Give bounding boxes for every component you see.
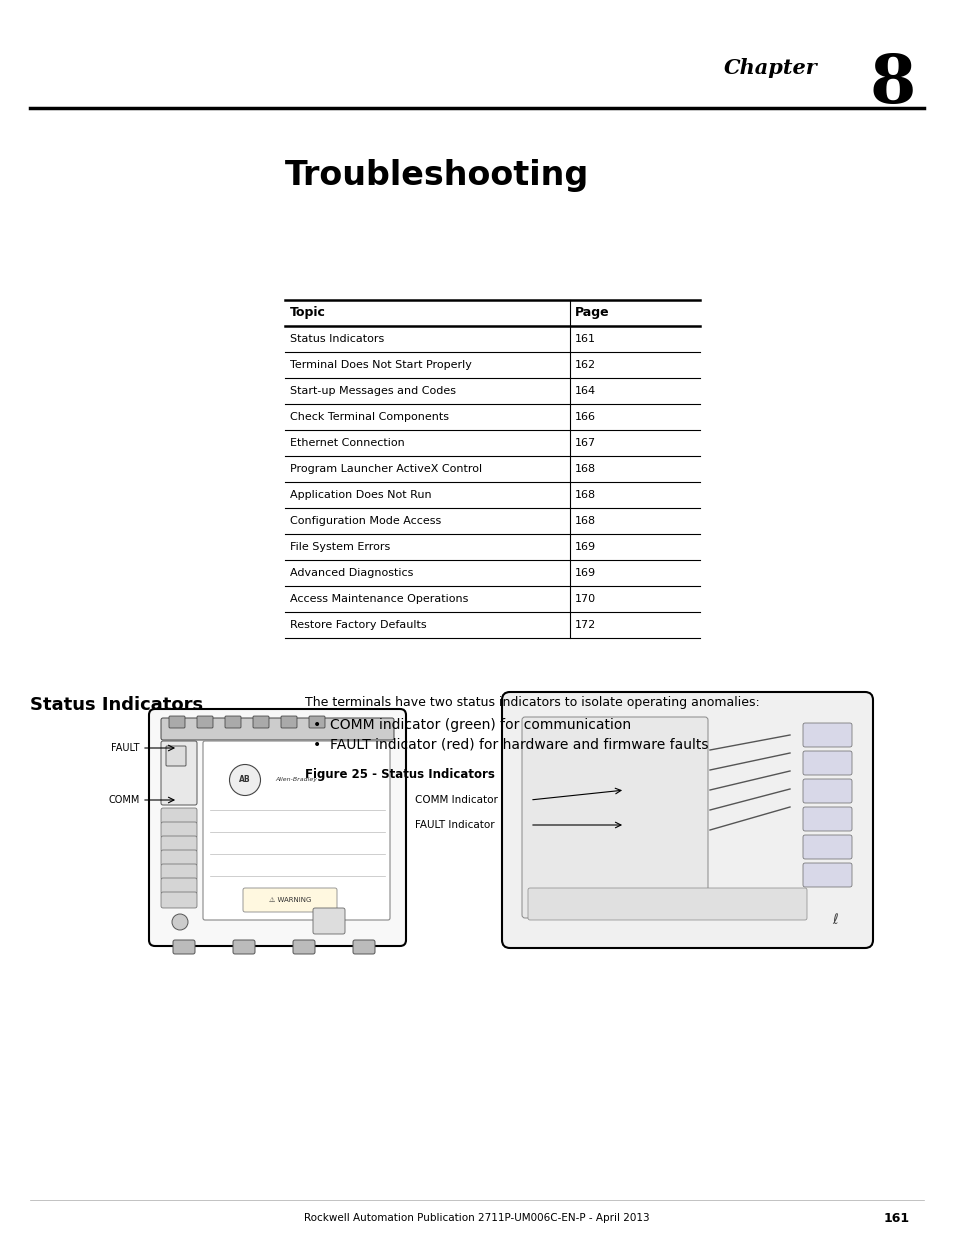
Text: 162: 162 (575, 359, 596, 370)
FancyBboxPatch shape (161, 808, 196, 824)
FancyBboxPatch shape (161, 878, 196, 894)
Text: Figure 25 - Status Indicators: Figure 25 - Status Indicators (305, 768, 495, 781)
Text: Troubleshooting: Troubleshooting (285, 158, 589, 191)
Text: Topic: Topic (290, 306, 326, 320)
Text: The terminals have two status indicators to isolate operating anomalies:: The terminals have two status indicators… (305, 697, 759, 709)
Text: Advanced Diagnostics: Advanced Diagnostics (290, 568, 413, 578)
FancyBboxPatch shape (313, 908, 345, 934)
Text: Check Terminal Components: Check Terminal Components (290, 412, 449, 422)
Text: Allen-Bradley: Allen-Bradley (274, 778, 316, 783)
FancyBboxPatch shape (293, 940, 314, 953)
FancyBboxPatch shape (521, 718, 707, 918)
FancyBboxPatch shape (149, 709, 406, 946)
FancyBboxPatch shape (161, 850, 196, 866)
FancyBboxPatch shape (161, 836, 196, 852)
FancyBboxPatch shape (501, 692, 872, 948)
Text: 164: 164 (575, 387, 596, 396)
FancyBboxPatch shape (253, 716, 269, 727)
FancyBboxPatch shape (203, 741, 390, 920)
FancyBboxPatch shape (243, 888, 336, 911)
Text: Status Indicators: Status Indicators (290, 333, 384, 345)
Text: •  FAULT indicator (red) for hardware and firmware faults: • FAULT indicator (red) for hardware and… (313, 739, 708, 752)
FancyBboxPatch shape (802, 722, 851, 747)
Text: Start-up Messages and Codes: Start-up Messages and Codes (290, 387, 456, 396)
Circle shape (172, 914, 188, 930)
Text: Chapter: Chapter (723, 58, 817, 78)
Text: Application Does Not Run: Application Does Not Run (290, 490, 431, 500)
Text: Restore Factory Defaults: Restore Factory Defaults (290, 620, 426, 630)
Text: 161: 161 (882, 1212, 909, 1224)
FancyBboxPatch shape (802, 806, 851, 831)
Circle shape (230, 764, 260, 795)
Text: FAULT: FAULT (112, 743, 140, 753)
FancyBboxPatch shape (161, 718, 394, 740)
FancyBboxPatch shape (281, 716, 296, 727)
Text: 172: 172 (575, 620, 596, 630)
FancyBboxPatch shape (161, 741, 196, 805)
FancyBboxPatch shape (233, 940, 254, 953)
FancyBboxPatch shape (166, 746, 186, 766)
Text: •  COMM indicator (green) for communication: • COMM indicator (green) for communicati… (313, 718, 631, 732)
Text: 161: 161 (575, 333, 596, 345)
FancyBboxPatch shape (161, 864, 196, 881)
Text: Ethernet Connection: Ethernet Connection (290, 438, 404, 448)
Text: ⚠ WARNING: ⚠ WARNING (269, 897, 311, 903)
FancyBboxPatch shape (172, 940, 194, 953)
FancyBboxPatch shape (161, 892, 196, 908)
Text: 8: 8 (869, 52, 915, 117)
Text: Configuration Mode Access: Configuration Mode Access (290, 516, 441, 526)
Text: File System Errors: File System Errors (290, 542, 390, 552)
Text: 168: 168 (575, 490, 596, 500)
Text: COMM: COMM (109, 795, 140, 805)
FancyBboxPatch shape (802, 863, 851, 887)
Text: COMM Indicator: COMM Indicator (415, 795, 497, 805)
FancyBboxPatch shape (196, 716, 213, 727)
Text: AB: AB (239, 776, 251, 784)
Text: Program Launcher ActiveX Control: Program Launcher ActiveX Control (290, 464, 481, 474)
FancyBboxPatch shape (161, 823, 196, 839)
Text: Rockwell Automation Publication 2711P-UM006C-EN-P - April 2013: Rockwell Automation Publication 2711P-UM… (304, 1213, 649, 1223)
FancyBboxPatch shape (802, 835, 851, 860)
Text: Status Indicators: Status Indicators (30, 697, 203, 714)
FancyBboxPatch shape (225, 716, 241, 727)
Text: Access Maintenance Operations: Access Maintenance Operations (290, 594, 468, 604)
Text: 169: 169 (575, 542, 596, 552)
FancyBboxPatch shape (169, 716, 185, 727)
Text: 169: 169 (575, 568, 596, 578)
FancyBboxPatch shape (527, 888, 806, 920)
Text: FAULT Indicator: FAULT Indicator (415, 820, 494, 830)
Text: Terminal Does Not Start Properly: Terminal Does Not Start Properly (290, 359, 472, 370)
Text: ℓ: ℓ (831, 913, 837, 927)
Text: 168: 168 (575, 464, 596, 474)
FancyBboxPatch shape (353, 940, 375, 953)
Text: 170: 170 (575, 594, 596, 604)
Text: 168: 168 (575, 516, 596, 526)
Text: 166: 166 (575, 412, 596, 422)
FancyBboxPatch shape (309, 716, 325, 727)
Text: Page: Page (575, 306, 609, 320)
Text: 167: 167 (575, 438, 596, 448)
FancyBboxPatch shape (802, 751, 851, 776)
FancyBboxPatch shape (802, 779, 851, 803)
